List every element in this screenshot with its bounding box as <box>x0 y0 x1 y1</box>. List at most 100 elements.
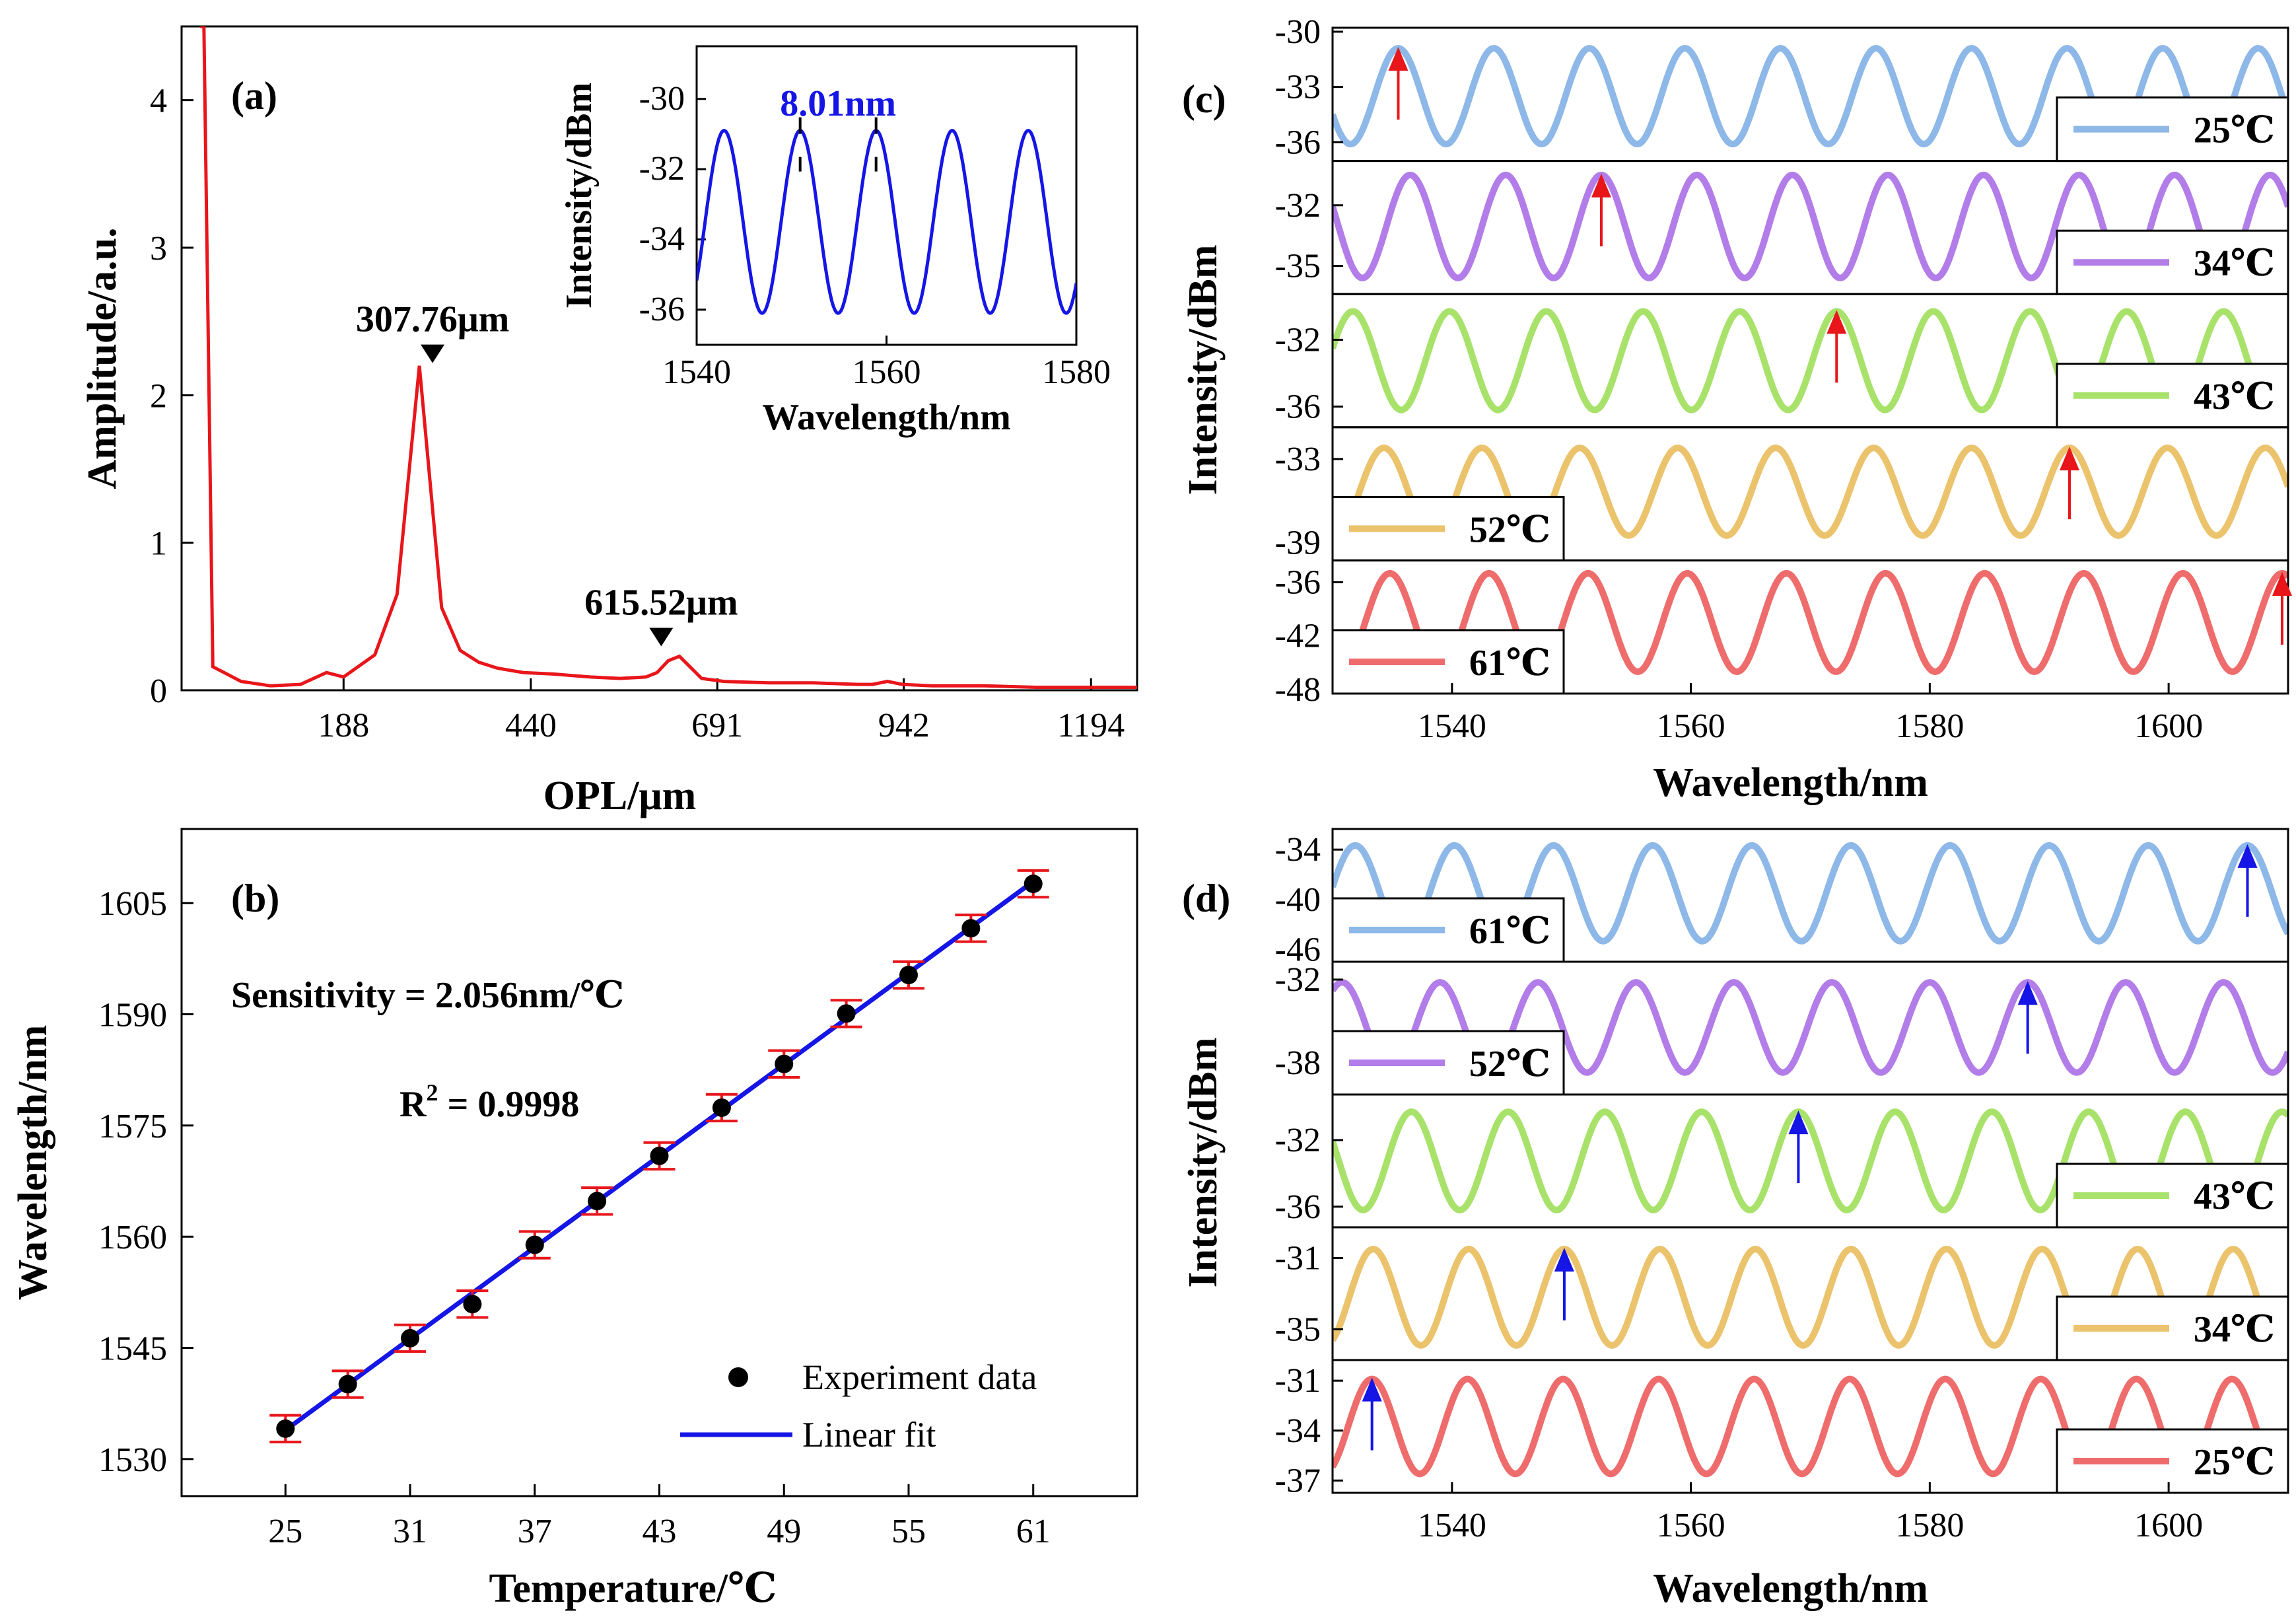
y-tick-label: -33 <box>1275 69 1321 106</box>
y-tick-label: -31 <box>1275 1362 1321 1400</box>
data-point <box>463 1295 482 1314</box>
inset-y-tick-label: -36 <box>639 291 685 328</box>
y-axis-label: Amplitude/a.u. <box>80 227 125 489</box>
panel-b: 25 31 37 43 49 55 61 1530 1545 1560 1575 1590 1605 Te… <box>11 828 1138 1611</box>
shift-arrow-head <box>2237 844 2258 868</box>
y-tick-label: 1575 <box>98 1108 167 1145</box>
y-tick-label: 1545 <box>98 1330 167 1368</box>
shift-arrow-head <box>1826 310 1847 334</box>
y-tick-label: 0 <box>150 672 167 710</box>
subplot: -32 -36 43℃ <box>1275 293 2289 429</box>
peak-annotation: 615.52μm <box>584 582 738 623</box>
x-tick-label: 37 <box>518 1513 552 1550</box>
spectrum-line <box>1333 308 2288 413</box>
y-tick-label: -35 <box>1275 248 1321 285</box>
x-tick-label: 55 <box>891 1513 926 1550</box>
x-tick-label: 1540 <box>1418 1507 1486 1544</box>
inset-x-tick-label: 1560 <box>852 353 921 391</box>
y-tick-label: -36 <box>1275 124 1321 161</box>
x-tick-label: 1600 <box>2134 1507 2203 1544</box>
x-tick-label: 1560 <box>1657 707 1725 745</box>
legend-label: 52℃ <box>1469 1044 1550 1085</box>
y-tick-label: -32 <box>1275 321 1321 359</box>
data-point <box>837 1004 856 1023</box>
x-tick-label: 1194 <box>1057 707 1125 744</box>
legend-label: 61℃ <box>1469 643 1550 684</box>
y-tick-label: -35 <box>1275 1311 1321 1349</box>
legend-label: 34℃ <box>2194 243 2275 284</box>
inset-y-tick-label: -32 <box>639 150 685 188</box>
x-tick-label: 25 <box>268 1513 302 1550</box>
x-tick-label: 691 <box>691 707 743 744</box>
panel-a: 188 440 691 942 1194 0 1 2 3 4 OPL/μm Amplitude/a.u… <box>80 25 1138 818</box>
y-tick-label: -38 <box>1275 1044 1321 1082</box>
plot-frame <box>180 25 1138 692</box>
inset-x-tick-label: 1580 <box>1042 353 1111 391</box>
legend-label: 61℃ <box>1469 911 1550 952</box>
legend-label: 25℃ <box>2194 110 2275 151</box>
x-tick-label: 1580 <box>1895 707 1964 745</box>
data-point <box>588 1192 607 1211</box>
panel-label: (b) <box>231 877 279 920</box>
r2-annotation: R2 = 0.9998 <box>400 1079 579 1125</box>
y-tick-label: -42 <box>1275 618 1321 655</box>
x-tick-label: 1600 <box>2134 707 2203 745</box>
inset-line <box>697 129 1076 315</box>
x-tick-label: 188 <box>318 707 369 744</box>
legend-marker <box>728 1367 748 1387</box>
x-tick-label: 1560 <box>1657 1507 1725 1544</box>
shift-arrow-head <box>1388 47 1409 71</box>
y-axis-label: Wavelength/nm <box>11 1025 55 1301</box>
data-point <box>775 1054 794 1073</box>
inset-y-label: Intensity/dBm <box>559 83 600 308</box>
legend-label: 43℃ <box>2194 377 2275 417</box>
x-tick-label: 31 <box>393 1513 427 1550</box>
y-tick-label: -36 <box>1275 563 1321 601</box>
subplot: -33 -39 52℃ <box>1275 426 2289 561</box>
shift-arrow-head <box>1554 1248 1574 1272</box>
y-tick-label: 1 <box>150 525 167 563</box>
peak-annotation: 307.76μm <box>356 299 509 340</box>
data-point <box>401 1328 420 1348</box>
y-tick-label: 2 <box>150 377 167 415</box>
data-point <box>525 1235 544 1254</box>
data-point <box>712 1098 731 1117</box>
y-tick-label: -48 <box>1275 671 1321 709</box>
subplot-frame <box>1331 1359 2289 1494</box>
x-tick-label: 1580 <box>1895 1507 1964 1544</box>
y-tick-label: -30 <box>1275 13 1321 51</box>
subplot-frame <box>1331 559 2289 695</box>
y-tick-label: -40 <box>1275 881 1321 919</box>
spectrum-line <box>1333 1245 2288 1349</box>
panel-d: -34-40-46 61℃-32-38 52℃-32-36 43℃-31-35 34℃-… <box>1181 828 2289 1611</box>
y-tick-label: -37 <box>1275 1462 1321 1499</box>
inset: 1540 1560 1580 -36 -34 -32 -30 Wavelength/nm Int… <box>559 45 1111 438</box>
peak-marker <box>649 628 674 647</box>
panel-label: (d) <box>1182 877 1230 920</box>
y-tick-label: -32 <box>1275 187 1321 225</box>
subplot: -31 -34 -37 25℃ <box>1275 1359 2289 1499</box>
y-tick-label: 4 <box>150 83 167 120</box>
x-tick-label: 43 <box>643 1513 677 1550</box>
x-axis-label: Temperature/℃ <box>489 1566 777 1611</box>
x-tick-label: 61 <box>1016 1513 1051 1550</box>
x-axis-label: Wavelength/nm <box>1653 1566 1928 1611</box>
y-tick-label: 1605 <box>98 885 167 923</box>
panel-label: (c) <box>1182 77 1226 121</box>
x-axis-label: OPL/μm <box>543 773 696 818</box>
legend-label: 25℃ <box>2194 1442 2275 1483</box>
spectrum-line <box>1333 569 2288 675</box>
shift-arrow-head <box>2017 981 2038 1005</box>
y-tick-label: -33 <box>1275 441 1321 478</box>
data-point <box>961 919 981 938</box>
x-tick-label: 440 <box>505 707 557 744</box>
legend-label: Linear fit <box>802 1415 936 1455</box>
y-tick-label: -36 <box>1275 388 1321 426</box>
spectrum-line <box>1333 445 2288 539</box>
data-point <box>338 1375 357 1394</box>
sensitivity-annotation: Sensitivity = 2.056nm/℃ <box>231 975 624 1016</box>
y-tick-label: 1560 <box>98 1219 167 1256</box>
y-axis-label: Intensity/dBm <box>1181 245 1226 495</box>
y-tick-label: -34 <box>1275 831 1321 869</box>
